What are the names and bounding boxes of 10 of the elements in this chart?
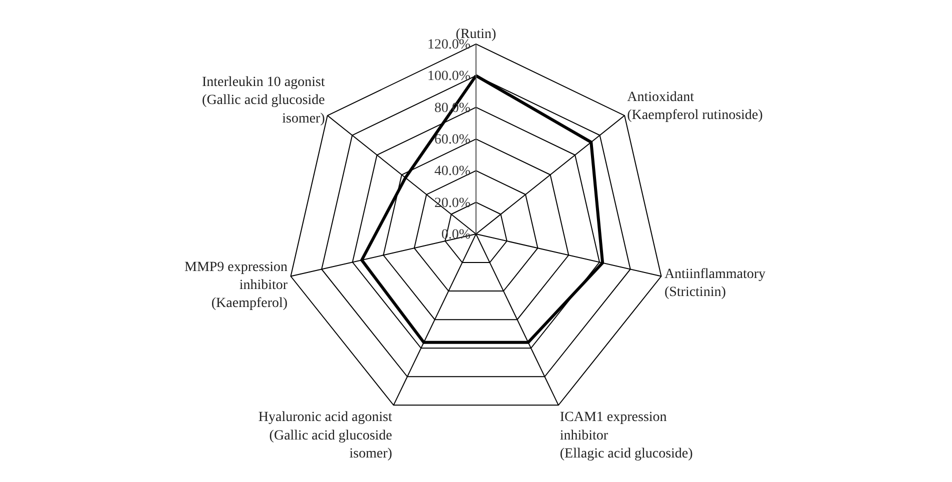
spoke-label: Hyaluronic acid agonist (Gallic acid glucoside isomer) <box>258 410 392 462</box>
y-tick-label: 120.0% <box>427 38 471 53</box>
spoke-label: Antioxidant (Kaempferol rutinoside) <box>627 90 764 123</box>
y-tick-label: 40.0% <box>434 164 471 180</box>
spoke-label: ICAM1 expression inhibitor (Ellagic acid glucoside) <box>560 410 694 462</box>
y-tick-label: 100.0% <box>427 69 471 84</box>
y-tick-label: 60.0% <box>434 132 471 148</box>
spoke-label: Antiinflammatory (Strictinin) <box>664 266 766 300</box>
spoke-label: MMP9 expression inhibitor (Kaempferol) <box>184 260 288 312</box>
spoke-label: Interleukin 10 agonist (Gallic acid glucoside isomer) <box>202 75 326 126</box>
